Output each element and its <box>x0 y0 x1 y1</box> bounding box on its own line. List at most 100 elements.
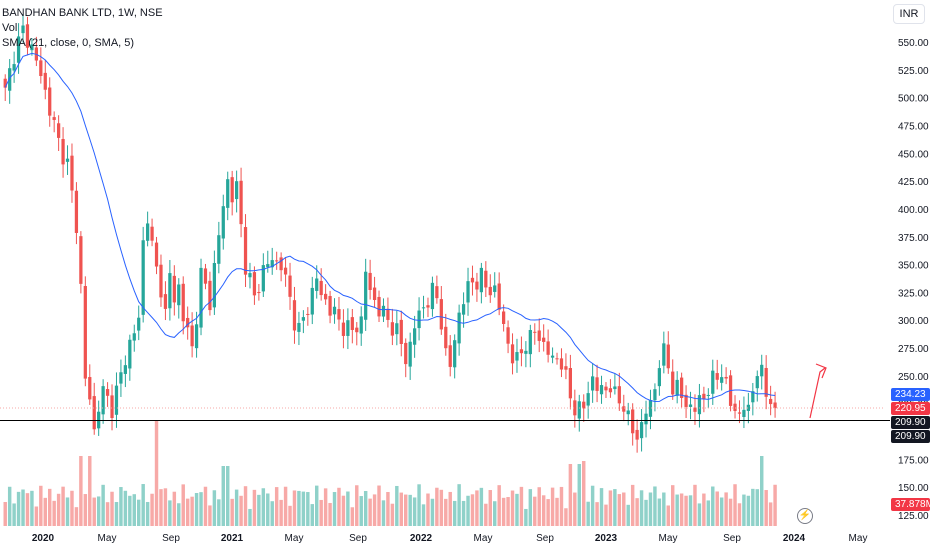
candle <box>110 384 114 431</box>
candle <box>390 308 394 346</box>
volume-bar <box>323 488 328 526</box>
volume-bar <box>92 497 96 526</box>
volume-bar <box>377 485 381 526</box>
volume-bar <box>439 489 444 526</box>
volume-bar <box>737 503 742 526</box>
candle <box>341 309 346 349</box>
time-axis[interactable]: 2020 May Sep 2021 May Sep 2022 May Sep 2023 May Sep… <box>32 533 868 544</box>
y-tick-label: 300.00 <box>898 316 929 327</box>
candle-body <box>742 409 746 417</box>
candle <box>475 272 479 302</box>
candle <box>377 290 381 322</box>
candle <box>364 258 368 331</box>
candle <box>648 389 653 430</box>
volume-bar <box>519 486 524 526</box>
candle <box>510 333 515 375</box>
candle <box>212 250 216 315</box>
candle <box>190 312 194 358</box>
candle <box>146 211 150 247</box>
volume-bar <box>34 506 39 526</box>
candle <box>270 247 274 275</box>
volume-bar <box>56 493 61 526</box>
candle <box>3 74 7 101</box>
candle-body <box>137 317 141 331</box>
candle-body <box>626 410 630 415</box>
candle-body <box>448 345 452 367</box>
candle-body <box>515 352 519 361</box>
candle <box>92 382 96 435</box>
arrow-head <box>815 363 827 379</box>
volume-bar <box>52 500 56 526</box>
symbol-title[interactable]: BANDHAN BANK LTD, 1W, NSE <box>2 7 163 19</box>
volume-bar <box>501 497 506 526</box>
candle <box>639 409 644 452</box>
candle <box>653 383 657 412</box>
candle <box>221 194 225 250</box>
candle-body <box>648 400 653 417</box>
volume-bar <box>88 456 92 526</box>
volume-bar <box>435 487 439 526</box>
currency-button[interactable]: INR <box>893 4 925 24</box>
candle-body <box>21 25 25 34</box>
volume-bar <box>493 501 497 526</box>
price-axis[interactable]: 550.00 525.00 500.00 475.00 450.00 425.00 400.… <box>898 38 929 522</box>
volume-bar <box>746 495 751 526</box>
candle <box>706 388 710 409</box>
volume-bar <box>7 486 12 526</box>
x-tick-label: 2020 <box>32 533 55 544</box>
candle-body <box>537 330 541 341</box>
candle-body <box>203 268 208 284</box>
candle <box>684 385 688 419</box>
candle-body <box>408 341 412 367</box>
candle <box>688 391 693 420</box>
candle-body <box>372 287 377 301</box>
sma-price-tag: 234.23 <box>891 388 930 401</box>
candle-body <box>573 400 577 416</box>
volume-bar <box>684 495 688 526</box>
volume-label[interactable]: Vol <box>2 22 18 34</box>
candle <box>675 371 679 404</box>
candle-body <box>555 358 559 360</box>
annotation-arrow[interactable] <box>809 363 827 419</box>
volume-bar <box>613 489 617 526</box>
x-tick-label: 2023 <box>595 533 618 544</box>
candle-body <box>457 312 461 344</box>
volume-bar <box>706 500 711 526</box>
volume-bar <box>266 493 270 526</box>
candle <box>168 260 172 321</box>
candle <box>595 364 599 403</box>
volume-bar <box>506 497 510 526</box>
volume-bar <box>386 492 390 526</box>
volume-bar <box>599 488 604 526</box>
candle <box>203 263 208 290</box>
candle <box>230 170 234 216</box>
candle <box>528 324 532 368</box>
candle-body <box>74 190 79 233</box>
lightning-icon[interactable]: ⚡ <box>797 508 813 524</box>
candle <box>608 379 613 398</box>
candle <box>599 375 604 404</box>
candle <box>564 353 568 380</box>
candle-body <box>355 327 359 333</box>
candle <box>186 306 190 340</box>
candle-body <box>693 407 697 412</box>
sma-label[interactable]: SMA (21, close, 0, SMA, 5) <box>2 37 135 49</box>
volume-bar <box>221 466 225 526</box>
volume-bar <box>292 490 297 526</box>
volume-bar <box>568 464 573 526</box>
candle-body <box>582 401 586 409</box>
candle <box>413 315 417 358</box>
candle-body <box>404 342 408 365</box>
candle <box>114 372 119 428</box>
candle-body <box>684 394 688 407</box>
volume-bar <box>693 484 697 526</box>
candle-body <box>760 364 764 377</box>
volume-bar <box>555 497 559 526</box>
candle-body <box>79 236 83 284</box>
candle-body <box>586 393 590 406</box>
candle <box>635 419 639 453</box>
candle-body <box>506 327 510 344</box>
